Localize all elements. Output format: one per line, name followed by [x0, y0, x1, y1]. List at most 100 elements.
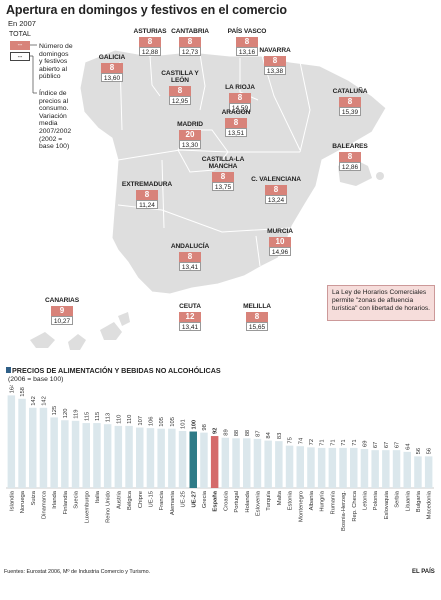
bar-value-label: 71	[320, 439, 326, 445]
bar-33	[360, 449, 369, 488]
region-name: MELILLA	[243, 303, 271, 310]
bar-value-label: 158	[20, 387, 26, 397]
bar-category-label: Suiza	[31, 490, 37, 505]
region-days-badge: 9	[51, 306, 73, 316]
bar-value-label: 71	[352, 439, 358, 445]
bar-category-label: Eslovenia	[255, 490, 261, 516]
region-index-value: 12,95	[169, 96, 191, 105]
bar-value-label: 101	[181, 419, 187, 429]
bar-21	[232, 438, 240, 488]
bar-value-label: 142	[41, 396, 47, 406]
region-days-badge: 8	[339, 97, 361, 107]
region-index-value: 12,86	[339, 162, 361, 171]
region-days-badge: 12	[179, 312, 201, 322]
bar-value-label: 56	[416, 448, 422, 454]
region-index-value: 13,38	[264, 66, 286, 75]
map-title: Apertura en domingos y festivos en el co…	[6, 3, 287, 17]
region-days-badge: 8	[265, 185, 287, 195]
region-days-badge: 8	[101, 63, 123, 73]
law-note: La Ley de Horarios Comerciales permite "…	[327, 285, 435, 321]
bar-category-label: Hungría	[320, 490, 326, 511]
bar-value-label: 105	[159, 417, 165, 427]
region-name: PAÍS VASCO	[227, 28, 267, 35]
baleares-islet	[376, 172, 384, 180]
bar-value-label: 88	[245, 430, 251, 436]
legend-total-label: TOTAL	[9, 31, 31, 38]
bar-value-label: 72	[309, 439, 315, 445]
source-note: Fuentes: Eurostat 2006, Mº de Industria …	[4, 569, 151, 575]
bar-4	[50, 417, 58, 488]
region-days-badge: 8	[169, 86, 191, 96]
bar-value-label: 115	[84, 412, 90, 421]
bar-28	[307, 447, 315, 488]
bar-category-label: Reino Unido	[106, 491, 112, 523]
bar-11	[125, 425, 133, 488]
bar-9	[103, 424, 112, 488]
bar-value-label: 98	[202, 424, 208, 430]
bar-category-label: UE-15	[148, 491, 154, 507]
bar-0	[7, 395, 16, 488]
bar-3	[39, 407, 48, 488]
region-days-badge: 8	[339, 152, 361, 162]
region-days-badge: 8	[212, 172, 234, 182]
region-name: NAVARRA	[259, 47, 291, 54]
bar-category-label: Turquía	[266, 490, 272, 511]
region-name: GALICIA	[98, 54, 126, 61]
bar-38	[414, 456, 422, 488]
prices-bar-chart: 164 Islandia 158 Noruega 142 Suiza 142 Dinamarc…	[6, 385, 434, 531]
region-index-value: 13,51	[225, 128, 247, 137]
bar-category-label: Grecia	[202, 490, 208, 508]
bar-category-label: Dinamarca	[41, 490, 47, 519]
region-name: ANDALUCÍA	[170, 243, 210, 250]
region-name: ASTURIAS	[133, 28, 167, 35]
region-index-value: 13,75	[212, 182, 234, 191]
bar-22	[243, 438, 251, 488]
prices-chart-title: PRECIOS DE ALIMENTACIÓN Y BEBIDAS NO ALC…	[12, 366, 221, 375]
bar-27	[296, 446, 304, 488]
bar-category-label: Estonia	[288, 490, 294, 510]
region-name: CANARIAS	[44, 297, 80, 304]
region-name: BALEARES	[332, 143, 368, 150]
bar-value-label: 87	[255, 430, 261, 436]
bar-value-label: 113	[106, 413, 112, 422]
region-name: MURCIA	[267, 228, 293, 235]
regions-layer: ASTURIAS 8 12,88 CANTABRIA 8 12,73 PAÍS VASCO 8…	[44, 28, 368, 331]
bar-value-label: 89	[223, 429, 229, 435]
bar-35	[382, 450, 390, 488]
bar-category-label: Alemania	[170, 490, 176, 515]
bar-category-label: Luxemburgo	[84, 491, 90, 523]
region-index-value: 15,65	[246, 322, 268, 331]
bar-value-label: 64	[405, 443, 411, 450]
brand-logo: EL PAÍS	[412, 569, 435, 575]
bar-20	[221, 437, 230, 488]
prices-title-marker	[6, 367, 11, 373]
bar-category-label: Islandia	[9, 490, 15, 511]
bar-value-label: 92	[213, 428, 219, 434]
region-days-badge: 8	[236, 37, 258, 47]
region-days-badge: 8	[225, 118, 247, 128]
canarias-shape-2	[68, 334, 86, 350]
bar-category-label: Noruega	[20, 490, 26, 513]
region-name: CANTABRIA	[171, 28, 209, 35]
legend-connectors	[30, 44, 37, 94]
bar-value-label: 56	[427, 448, 433, 454]
bar-category-label: Rumanía	[330, 490, 336, 514]
region-days-badge: 8	[136, 190, 158, 200]
region-days-badge: 8	[179, 37, 201, 47]
map-subtitle: En 2007	[8, 19, 36, 28]
bar-category-label: Croacia	[223, 490, 229, 511]
bar-39	[424, 456, 433, 488]
bar-value-label: 75	[288, 437, 294, 443]
bar-8	[93, 423, 101, 488]
legend-item-index: Índice de precios al consumo. Variación medi…	[39, 90, 72, 151]
bar-category-label: Montenegro	[298, 491, 304, 522]
region-index-value: 11,24	[136, 200, 158, 209]
bar-26	[285, 445, 294, 488]
region-index-value: 13,24	[265, 195, 287, 204]
bar-value-label: 120	[63, 409, 69, 419]
bar-value-label: 164	[9, 385, 15, 393]
bar-category-label: UE-25	[181, 491, 187, 507]
bar-value-label: 110	[127, 415, 133, 424]
bar-category-label: Malta	[277, 490, 283, 505]
region-index-value: 13,60	[101, 73, 123, 82]
